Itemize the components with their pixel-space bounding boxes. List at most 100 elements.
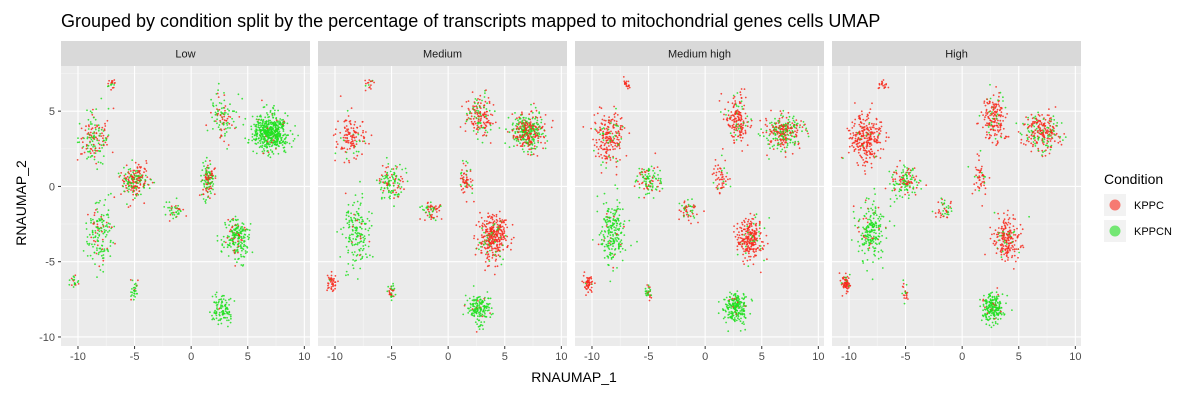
point-kppcn [755,213,758,216]
point-kppc [476,113,479,115]
point-kppcn [754,216,757,219]
point-kppc [429,205,432,208]
point-kppc [641,168,643,170]
point-kppcn [268,128,270,131]
point-kppcn [231,229,233,232]
point-kppcn [87,156,90,159]
point-kppcn [732,94,735,97]
point-kppcn [222,106,225,109]
point-kppc [481,240,484,243]
point-kppcn [341,233,344,236]
point-kppcn [280,137,282,140]
point-kppcn [468,184,470,186]
point-kppc [438,206,440,209]
point-kppcn [389,191,392,193]
point-kppc [795,134,798,137]
point-kppcn [623,234,626,237]
point-kppcn [282,140,284,143]
point-kppc [794,130,796,133]
point-kppc [464,122,467,125]
facet-strip-label: Medium high [668,49,731,61]
point-kppcn [269,149,272,151]
point-kppc [593,144,596,147]
point-kppcn [735,125,738,128]
point-kppcn [789,134,792,137]
point-kppcn [240,253,242,256]
point-kppcn [788,121,791,123]
point-kppc [399,179,402,182]
point-kppcn [241,229,244,232]
point-kppcn [283,138,286,141]
point-kppc [617,138,620,141]
point-kppc [396,166,398,168]
point-kppcn [784,122,787,125]
point-kppcn [736,296,739,299]
point-kppcn [92,116,95,119]
point-kppcn [732,302,734,305]
point-kppc [207,178,210,181]
point-kppc [777,142,779,145]
point-kppc [522,136,525,139]
point-kppcn [128,188,130,191]
point-kppcn [739,330,742,332]
point-kppc [749,126,752,129]
point-kppcn [781,134,783,137]
point-kppc [779,145,782,148]
point-kppc [462,176,465,179]
point-kppcn [652,197,655,199]
point-kppcn [215,310,218,313]
point-kppcn [611,208,613,210]
point-kppcn [488,109,491,112]
point-kppc [364,142,367,145]
point-kppcn [354,260,356,262]
point-kppcn [241,242,244,245]
point-kppc [464,181,466,184]
point-kppcn [354,231,357,234]
point-kppcn [107,222,110,225]
point-kppc [470,120,473,123]
point-kppc [495,258,497,261]
point-kppcn [607,263,609,266]
point-kppc [470,112,473,115]
point-kppc [351,142,354,145]
point-kppc [749,259,751,261]
point-kppc [223,140,226,143]
point-kppc [474,122,477,125]
point-kppc [528,137,530,140]
point-kppcn [82,250,85,252]
point-kppcn [211,177,214,180]
point-kppcn [601,243,604,246]
point-kppcn [262,129,265,132]
point-kppc [334,275,337,277]
point-kppc [516,125,519,128]
point-kppcn [475,117,478,120]
point-kppcn [400,191,403,194]
point-kppc [386,182,389,185]
point-kppcn [345,274,347,277]
point-kppcn [139,178,142,181]
point-kppcn [279,120,281,123]
point-kppcn [608,226,610,228]
point-kppcn [387,191,390,194]
point-kppcn [362,247,365,250]
point-kppcn [381,196,383,199]
point-kppc [385,182,388,185]
point-kppcn [217,308,219,311]
point-kppcn [134,197,136,200]
point-kppc [753,251,756,254]
point-kppcn [253,134,256,137]
point-kppcn [222,123,225,126]
point-kppc [95,132,98,134]
point-kppcn [758,231,760,233]
point-kppc [755,224,757,227]
point-kppcn [133,283,136,286]
point-kppcn [733,298,735,300]
point-kppc [522,134,525,137]
point-kppcn [487,297,489,300]
point-kppcn [596,210,599,213]
point-kppc [125,184,127,187]
point-kppcn [736,92,739,94]
point-kppc [585,294,587,296]
point-kppc [389,176,391,179]
point-kppc [483,122,486,125]
